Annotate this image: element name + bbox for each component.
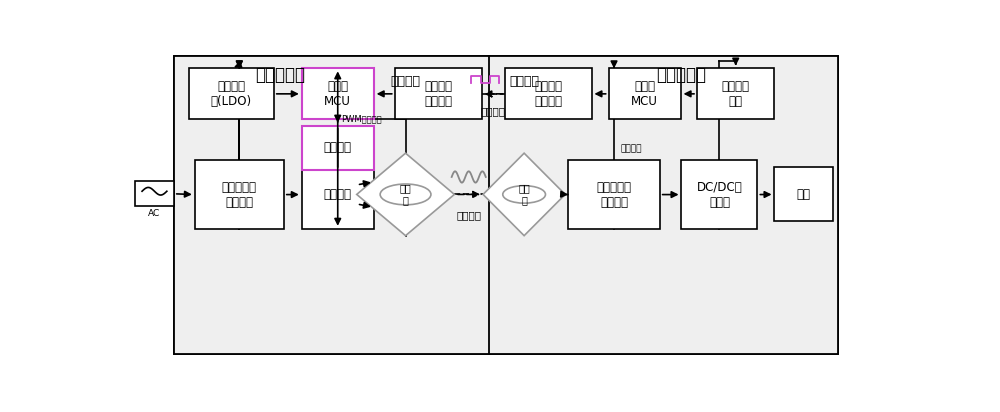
Text: 接收线圈: 接收线圈 (509, 75, 539, 88)
FancyBboxPatch shape (609, 68, 681, 119)
FancyBboxPatch shape (302, 68, 374, 119)
Polygon shape (357, 153, 454, 236)
Text: DC/DC变
换电路: DC/DC变 换电路 (697, 180, 742, 208)
Text: 辅助供电
模块: 辅助供电 模块 (722, 80, 750, 108)
Text: 功率传输: 功率传输 (456, 210, 481, 220)
Text: 信号传输: 信号传输 (481, 106, 506, 116)
Text: 驱动电路: 驱动电路 (324, 141, 352, 154)
Text: 发射端
MCU: 发射端 MCU (324, 80, 351, 108)
Text: 整流信号: 整流信号 (620, 144, 642, 153)
Text: AC: AC (148, 209, 161, 218)
Circle shape (380, 184, 431, 205)
FancyBboxPatch shape (395, 68, 482, 119)
FancyBboxPatch shape (174, 56, 490, 354)
Text: 接收端
MCU: 接收端 MCU (631, 80, 658, 108)
FancyBboxPatch shape (489, 56, 838, 354)
FancyBboxPatch shape (697, 68, 774, 119)
Circle shape (503, 186, 545, 203)
FancyBboxPatch shape (174, 56, 490, 354)
Text: 逆变电路: 逆变电路 (324, 188, 352, 201)
Text: 线性稳压
器(LDO): 线性稳压 器(LDO) (211, 80, 252, 108)
FancyBboxPatch shape (505, 68, 592, 119)
Text: 发射端整流
滤波电路: 发射端整流 滤波电路 (222, 180, 257, 208)
Text: 传感
器: 传感 器 (400, 184, 411, 205)
Text: 无线通信
接收模块: 无线通信 接收模块 (424, 80, 452, 108)
Text: 发射线圈: 发射线圈 (391, 75, 421, 88)
Text: 负载: 负载 (797, 188, 811, 201)
Text: 无线接收端: 无线接收端 (656, 66, 706, 84)
FancyBboxPatch shape (681, 161, 757, 229)
Text: 无线通信
发射模块: 无线通信 发射模块 (534, 80, 562, 108)
Text: 无线发射端: 无线发射端 (255, 66, 305, 84)
FancyBboxPatch shape (135, 181, 174, 206)
FancyBboxPatch shape (195, 161, 284, 229)
FancyBboxPatch shape (489, 56, 838, 354)
FancyBboxPatch shape (302, 161, 374, 229)
FancyBboxPatch shape (774, 167, 833, 221)
Polygon shape (483, 153, 565, 236)
Text: PWM驱动信号: PWM驱动信号 (342, 115, 382, 124)
Text: 感应
物: 感应 物 (518, 184, 530, 205)
FancyBboxPatch shape (125, 49, 900, 367)
FancyBboxPatch shape (302, 126, 374, 170)
Text: 接收端整流
滤波电路: 接收端整流 滤波电路 (597, 180, 632, 208)
FancyBboxPatch shape (189, 68, 274, 119)
FancyBboxPatch shape (568, 161, 660, 229)
